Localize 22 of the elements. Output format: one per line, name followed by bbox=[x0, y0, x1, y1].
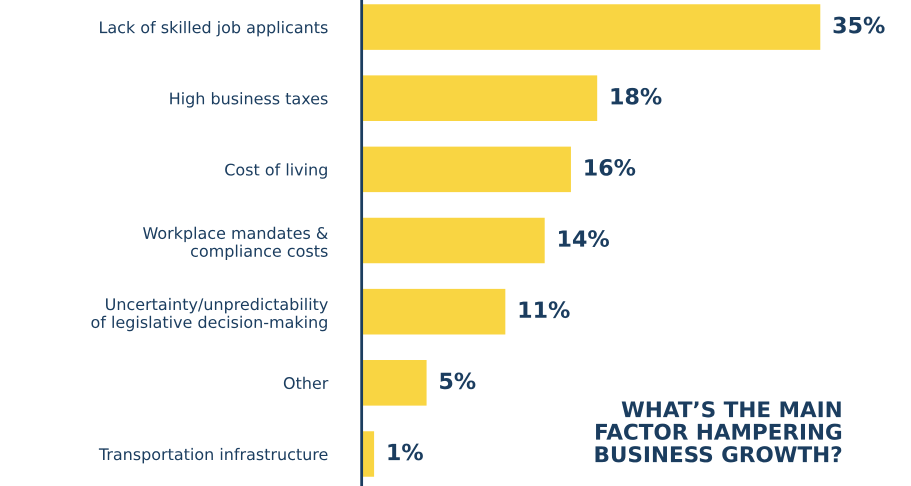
y-tick-label: Workplace mandates & compliance costs bbox=[143, 226, 328, 260]
bar bbox=[362, 145, 572, 194]
bar bbox=[362, 74, 599, 122]
data-label: 18% bbox=[612, 88, 662, 105]
y-tick-label: Other bbox=[284, 376, 328, 390]
y-tick-label: Uncertainty/unpredictability of legislative decision-making bbox=[91, 298, 328, 332]
y-tick-label: Cost of living bbox=[225, 163, 327, 179]
data-label: 14% bbox=[559, 230, 609, 247]
bar bbox=[362, 358, 428, 407]
bar bbox=[362, 2, 822, 52]
data-label: 5% bbox=[440, 372, 476, 390]
bar bbox=[362, 287, 507, 336]
data-label: 11% bbox=[520, 301, 570, 318]
data-label: 35% bbox=[834, 16, 885, 34]
text: WHAT’S THE MAIN FACTOR HAMPERING BUSINESS GROWTH? bbox=[596, 401, 842, 462]
bar bbox=[362, 216, 546, 265]
data-label: 16% bbox=[585, 158, 636, 176]
y-tick-label: Lack of skilled job applicants bbox=[100, 20, 328, 36]
bar bbox=[362, 430, 376, 478]
y-tick-label: Transportation infrastructure bbox=[98, 448, 328, 464]
y-tick-label: High business taxes bbox=[170, 92, 328, 108]
data-label: 1% bbox=[388, 444, 423, 460]
